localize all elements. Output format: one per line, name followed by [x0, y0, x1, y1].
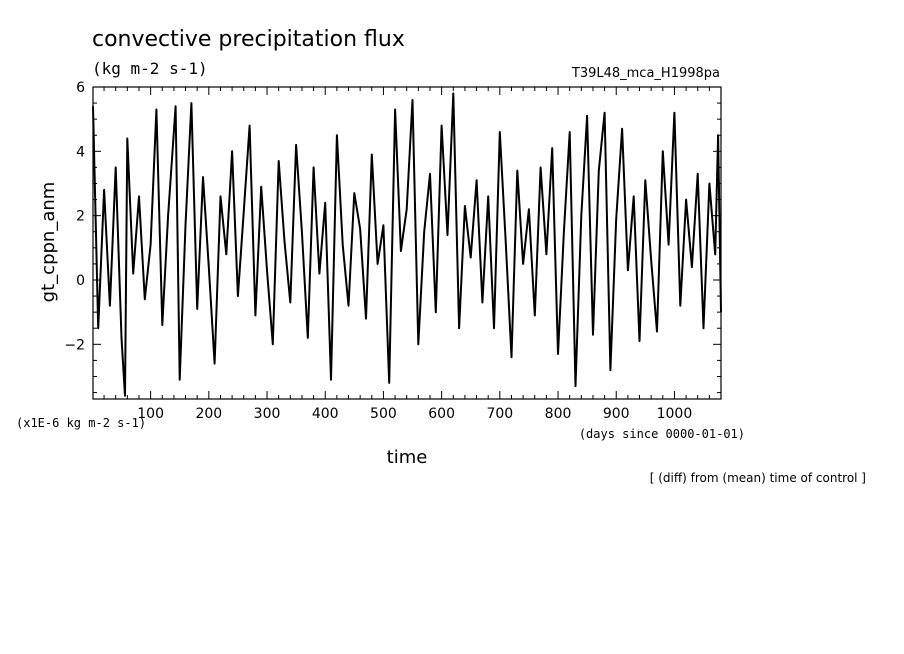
- x-tick-label: 800: [545, 406, 572, 422]
- y-axis: −2 0 2 4 6: [64, 80, 721, 394]
- x-tick-label: 300: [254, 406, 281, 422]
- y-scale-note: (x1E-6 kg m-2 s-1): [16, 416, 146, 430]
- series-group: [92, 92, 722, 397]
- x-tick-label: 600: [428, 406, 455, 422]
- y-tick-label: 0: [76, 273, 85, 289]
- x-tick-label: 500: [370, 406, 397, 422]
- x-tick-label: 900: [603, 406, 630, 422]
- footnote: [ (diff) from (mean) time of control ]: [650, 471, 866, 485]
- y-tick-label: −2: [64, 337, 85, 353]
- x-axis: 100 200 300 400 500 600 700 800 900 1000: [103, 87, 722, 422]
- x-tick-label: 700: [486, 406, 513, 422]
- x-tick-label: 400: [312, 406, 339, 422]
- x-tick-label: 200: [195, 406, 222, 422]
- y-tick-label: 4: [76, 144, 85, 160]
- y-tick-label: 6: [76, 80, 85, 96]
- y-tick-label: 2: [76, 209, 85, 225]
- x-tick-label: 100: [137, 406, 164, 422]
- x-tick-label: 1000: [657, 406, 693, 422]
- chart-subtitle: (kg m-2 s-1): [92, 59, 208, 78]
- run-label: T39L48_mca_H1998pa: [571, 66, 720, 81]
- x-units-label: (days since 0000-01-01): [579, 427, 745, 441]
- series-line-0: [92, 92, 722, 397]
- y-axis-label: gt_cppn_anm: [38, 182, 59, 303]
- x-axis-label: time: [387, 447, 428, 468]
- chart-title: convective precipitation flux: [92, 27, 405, 52]
